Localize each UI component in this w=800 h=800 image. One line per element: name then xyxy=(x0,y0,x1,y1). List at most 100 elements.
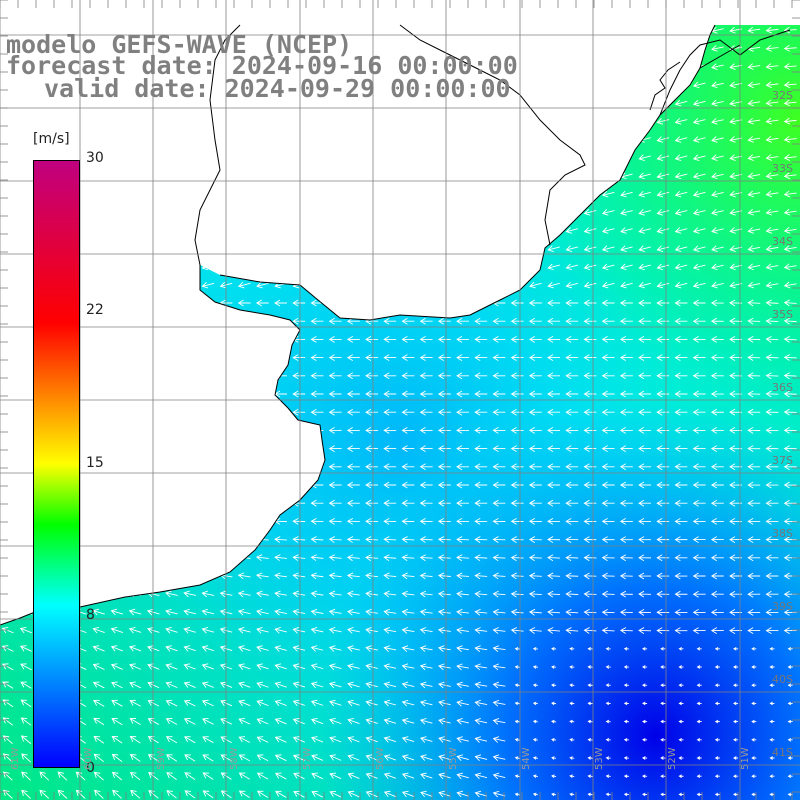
wind-arrow xyxy=(383,699,397,707)
wind-arrow xyxy=(583,499,597,507)
title-model: modelo GEFS-WAVE (NCEP) xyxy=(6,30,353,59)
wind-arrow xyxy=(202,772,214,780)
wind-arrow xyxy=(346,463,360,471)
wind-arrow xyxy=(310,372,324,380)
wind-arrow xyxy=(474,427,488,434)
wind-arrow xyxy=(642,719,648,724)
wind-arrow xyxy=(237,299,251,307)
wind-arrow xyxy=(128,427,142,434)
wind-arrow xyxy=(256,718,269,725)
wind-arrow xyxy=(565,118,579,125)
wind-arrow xyxy=(328,554,342,562)
wind-arrow xyxy=(329,772,342,780)
wind-arrow xyxy=(328,499,342,507)
wind-arrow xyxy=(692,354,706,361)
wind-arrow xyxy=(202,790,214,799)
wind-arrow xyxy=(184,772,196,780)
wind-arrow xyxy=(110,427,124,434)
wind-arrow xyxy=(692,154,706,161)
wind-arrow xyxy=(783,463,797,471)
wind-arrow xyxy=(383,463,397,471)
wind-arrow xyxy=(146,481,160,489)
wind-arrow xyxy=(547,281,560,289)
wind-arrow xyxy=(383,154,397,161)
wind-arrow xyxy=(492,663,506,671)
wind-arrow xyxy=(256,754,269,762)
wind-arrow xyxy=(674,81,688,89)
wind-arrow xyxy=(401,645,415,652)
wind-arrow xyxy=(747,408,761,416)
wind-arrow xyxy=(92,626,105,634)
wind-arrow xyxy=(438,154,451,161)
wind-arrow xyxy=(529,99,542,107)
wind-arrow xyxy=(328,118,342,125)
wind-arrow xyxy=(601,463,615,471)
wind-arrow xyxy=(237,572,251,580)
wind-arrow xyxy=(1,190,14,198)
wind-arrow xyxy=(565,45,579,52)
wind-arrow xyxy=(383,772,396,779)
wind-arrow xyxy=(456,372,469,380)
wind-arrow xyxy=(583,99,597,107)
wind-arrow xyxy=(401,317,415,325)
wind-arrow xyxy=(547,63,560,70)
wind-arrow xyxy=(237,245,251,252)
wind-arrow xyxy=(292,645,306,652)
wind-arrow xyxy=(347,172,360,180)
wind-arrow xyxy=(438,281,451,289)
wind-arrow xyxy=(57,789,68,799)
wind-arrow xyxy=(164,536,178,543)
wind-arrow xyxy=(328,536,342,543)
wind-arrow xyxy=(365,590,379,598)
wind-arrow xyxy=(437,390,451,398)
wind-arrow xyxy=(711,154,724,161)
wind-arrow xyxy=(93,753,105,763)
wind-arrow xyxy=(292,227,306,234)
wind-arrow xyxy=(164,517,178,525)
wind-arrow xyxy=(328,645,342,652)
wind-arrow xyxy=(365,517,379,525)
wind-arrow xyxy=(238,772,250,780)
wind-arrow xyxy=(619,518,633,525)
wind-arrow xyxy=(601,190,615,198)
wind-arrow xyxy=(183,608,196,616)
wind-arrow xyxy=(365,27,378,34)
wind-arrow xyxy=(510,227,524,234)
wind-arrow xyxy=(383,681,397,689)
wind-arrow xyxy=(310,336,324,343)
wind-arrow xyxy=(492,336,506,343)
wind-arrow xyxy=(551,719,557,724)
wind-arrow xyxy=(492,281,506,289)
wind-arrow xyxy=(714,792,720,797)
wind-arrow xyxy=(551,738,557,742)
wind-arrow xyxy=(19,299,33,307)
wind-arrow xyxy=(292,354,306,361)
wind-arrow xyxy=(110,499,124,507)
wind-arrow xyxy=(692,209,706,216)
wind-arrow xyxy=(656,136,670,143)
wind-arrow xyxy=(656,299,670,307)
wind-arrow xyxy=(456,590,470,598)
wind-arrow xyxy=(256,209,269,216)
wind-arrow xyxy=(292,209,306,216)
wind-arrow xyxy=(492,608,506,616)
wind-arrow xyxy=(255,299,269,307)
wind-arrow xyxy=(128,190,142,198)
wind-arrow xyxy=(551,665,557,669)
wind-arrow xyxy=(237,463,251,471)
wind-arrow xyxy=(747,299,761,307)
wind-arrow xyxy=(420,754,433,761)
wind-arrow xyxy=(110,281,124,289)
wind-arrow xyxy=(769,646,775,651)
wind-arrow xyxy=(256,645,269,652)
wind-arrow xyxy=(492,263,506,271)
wind-arrow xyxy=(692,590,706,598)
wind-arrow xyxy=(383,317,397,325)
wind-arrow xyxy=(165,718,178,725)
wind-arrow xyxy=(383,263,397,271)
wind-arrow xyxy=(347,663,360,670)
wind-arrow xyxy=(456,245,469,252)
wind-arrow xyxy=(383,663,397,671)
wind-arrow xyxy=(674,554,688,562)
wind-arrow xyxy=(638,608,652,616)
